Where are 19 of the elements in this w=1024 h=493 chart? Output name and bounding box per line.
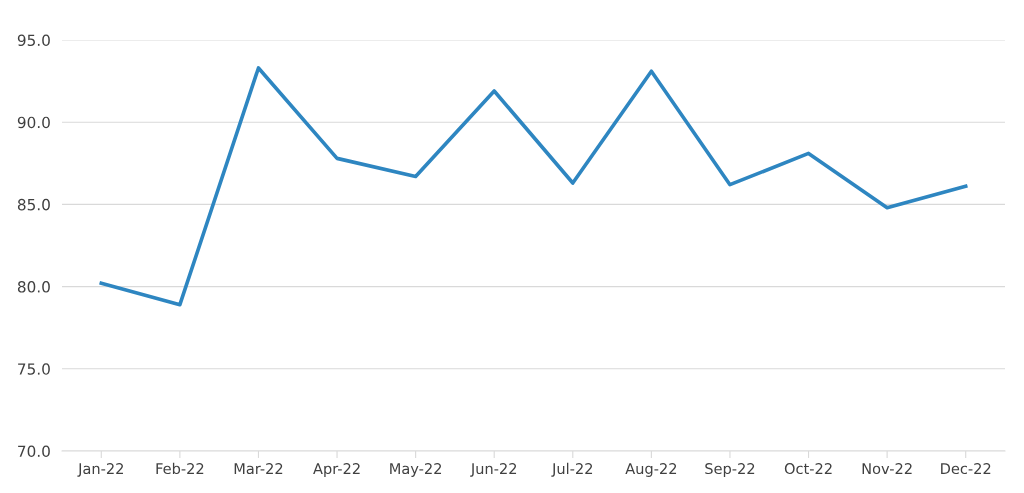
x-tick-label: Jan-22: [77, 463, 123, 477]
y-tick-label: 95.0: [17, 34, 50, 47]
x-tick-label: Jul-22: [551, 462, 593, 477]
y-tick-label: 85.0: [17, 198, 50, 211]
line-series: [99, 66, 968, 307]
x-tick-label: Apr-22: [313, 463, 360, 477]
y-tick-label: 80.0: [17, 281, 50, 293]
x-tick-label: May-22: [390, 463, 442, 477]
x-tick-label: Feb-22: [156, 462, 204, 475]
x-tick-label: Oct-22: [784, 463, 832, 475]
x-tick-label: Nov-22: [862, 463, 912, 475]
x-tick-label: Jun-22: [470, 463, 517, 477]
y-tick-label: 70.0: [18, 445, 50, 458]
x-tick-label: Mar-22: [234, 463, 283, 475]
y-tick-label: 90.0: [17, 116, 50, 129]
x-tick-label: Dec-22: [941, 463, 991, 475]
x-tick-label: Aug-22: [625, 463, 677, 477]
x-tick-label: Sep-22: [705, 463, 755, 477]
y-tick-label: 75.0: [18, 363, 50, 375]
